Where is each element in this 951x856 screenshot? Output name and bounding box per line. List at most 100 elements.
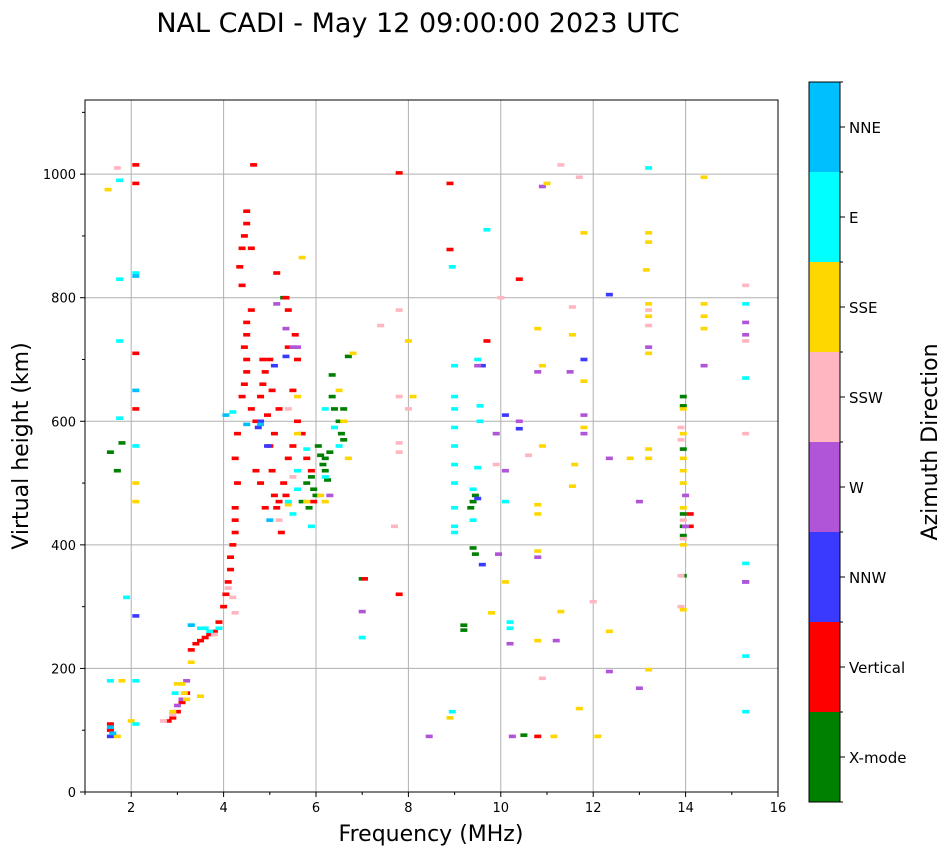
data-point-ssw [742, 283, 750, 288]
data-point-sse [645, 447, 653, 451]
data-point-e [116, 178, 124, 183]
data-point-sse [534, 512, 542, 516]
data-point-sse [568, 332, 576, 337]
x-tick-label: 16 [770, 801, 787, 816]
data-point-e [132, 678, 140, 683]
data-point-w [294, 345, 302, 349]
data-point-e [451, 505, 459, 510]
data-point-sse [321, 499, 329, 504]
data-point-sse [187, 660, 195, 665]
data-point-vertical [252, 419, 260, 424]
data-point-e [451, 444, 459, 448]
data-point-sse [679, 607, 687, 612]
data-point-vertical [275, 407, 283, 411]
data-point-vertical [164, 719, 172, 723]
data-point-e [132, 722, 140, 726]
data-point-e [474, 357, 482, 362]
data-point-vertical [227, 567, 235, 572]
data-point-sse [132, 499, 140, 504]
data-point-sse [104, 187, 112, 192]
data-point-vertical [275, 499, 283, 504]
data-point-w [358, 609, 366, 614]
data-point-sse [127, 719, 135, 723]
data-point-e [229, 410, 237, 414]
data-point-e [171, 691, 179, 695]
data-point-ssw [679, 518, 687, 522]
data-point-ssw [377, 323, 385, 328]
data-point-x-mode [460, 628, 468, 632]
data-point-w [501, 468, 509, 473]
data-point-vertical [247, 407, 255, 411]
data-point-vertical [261, 370, 269, 374]
data-point-e [116, 416, 124, 420]
data-point-vertical [132, 407, 140, 411]
data-point-sse [645, 240, 653, 244]
x-tick-label: 6 [312, 801, 320, 816]
colorbar-label: Azimuth Direction [918, 343, 943, 540]
data-point-vertical [259, 382, 267, 387]
data-point-x-mode [317, 453, 325, 458]
data-point-sse [580, 425, 588, 430]
data-point-w [700, 363, 708, 368]
data-point-sse [645, 231, 653, 235]
data-point-vertical [446, 247, 454, 252]
data-point-sse [645, 351, 653, 356]
colorbar-segment [809, 262, 840, 352]
data-point-x-mode [679, 447, 687, 451]
data-point-w [580, 431, 588, 436]
y-tick-label: 600 [51, 415, 76, 430]
data-point-ssw [538, 676, 546, 681]
data-point-vertical [201, 635, 209, 640]
data-point-vertical [231, 505, 239, 510]
data-point-x-mode [467, 505, 475, 510]
y-axis-ticks: 0 200 400 600 800 1000 [43, 111, 85, 801]
data-point-e [106, 678, 114, 683]
data-point-ssw [497, 295, 505, 300]
data-point-x-mode [340, 407, 348, 411]
data-point-vertical [284, 345, 292, 349]
azimuth-colorbar: X-mode Vertical NNW W SSW SSE E NNE [808, 81, 906, 803]
data-point-nne [222, 413, 230, 417]
data-point-ssw [557, 163, 565, 167]
data-point-e [358, 635, 366, 640]
data-point-x-mode [314, 444, 322, 448]
data-point-x-mode [328, 394, 336, 399]
data-point-vertical [227, 555, 235, 560]
data-point-nnw [474, 496, 482, 501]
data-point-nnw [282, 354, 290, 359]
data-point-sse [679, 431, 687, 436]
data-point-nne [257, 422, 265, 427]
data-point-w [425, 734, 433, 739]
data-point-w [682, 493, 690, 498]
colorbar-tick-label: Vertical [849, 659, 905, 677]
data-point-sse [700, 175, 708, 180]
data-point-sse [700, 326, 708, 331]
data-point-vertical [534, 734, 542, 739]
data-point-vertical [247, 246, 255, 251]
data-point-sse [580, 231, 588, 235]
y-tick-label: 400 [51, 539, 76, 554]
data-point-ssw [284, 407, 292, 411]
data-point-vertical [686, 512, 694, 516]
data-point-w [742, 332, 750, 337]
data-point-e [506, 620, 514, 624]
colorbar-tick-label: W [849, 479, 864, 497]
data-point-vertical [284, 456, 292, 461]
data-point-x-mode [307, 475, 315, 479]
x-axis-ticks: 2 4 6 8 10 12 14 16 [84, 792, 787, 816]
data-point-x-mode [340, 438, 348, 442]
data-point-sse [113, 734, 121, 739]
data-point-sse [183, 697, 191, 702]
data-point-nnw [254, 425, 262, 430]
data-point-e [448, 265, 456, 269]
data-point-vertical [106, 728, 114, 733]
data-point-sse [642, 268, 650, 272]
data-point-vertical [250, 163, 258, 167]
data-point-sse [605, 629, 613, 634]
data-point-x-mode [520, 733, 528, 737]
data-point-ssw [160, 719, 168, 723]
colorbar-segment [809, 352, 840, 442]
data-point-vertical [247, 308, 255, 312]
data-point-sse [645, 667, 653, 672]
data-point-w [494, 552, 502, 556]
